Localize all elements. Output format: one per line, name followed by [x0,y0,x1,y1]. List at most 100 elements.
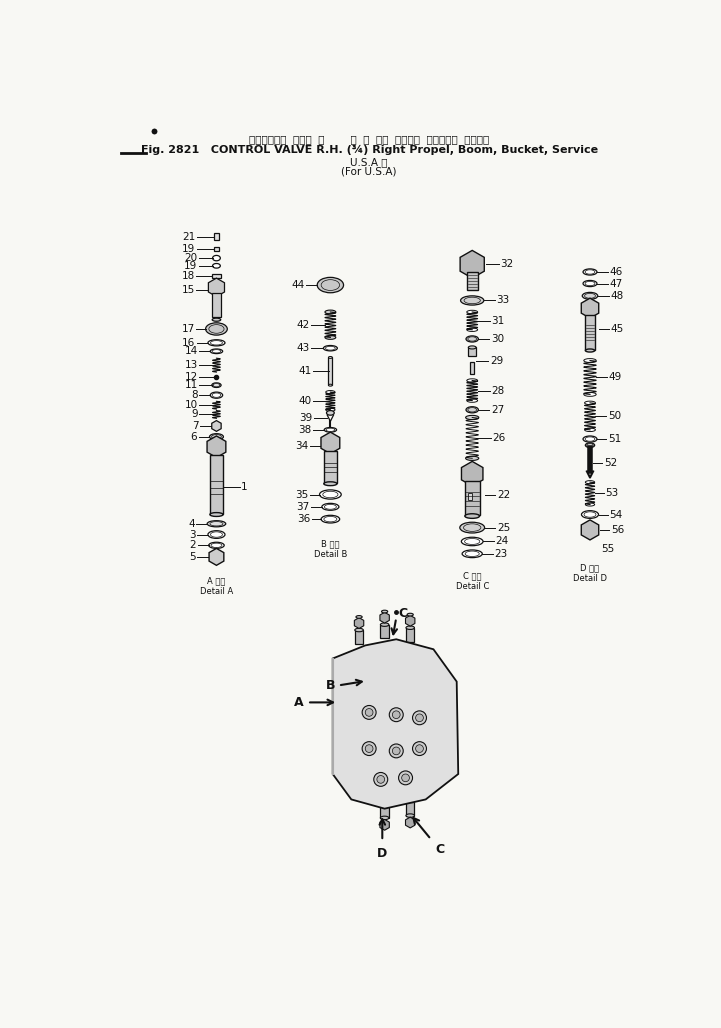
Ellipse shape [356,616,362,618]
Text: 39: 39 [299,413,312,424]
Text: 11: 11 [185,380,198,391]
Ellipse shape [324,516,337,522]
Text: 2: 2 [190,541,196,550]
Bar [406,802,415,815]
Text: 37: 37 [296,502,309,512]
Text: 16: 16 [182,338,195,347]
Ellipse shape [585,282,595,286]
Text: 12: 12 [185,372,198,382]
Text: C: C [399,608,407,620]
Text: 10: 10 [185,400,198,410]
Text: 3: 3 [189,529,195,540]
Text: 44: 44 [291,280,305,290]
Ellipse shape [210,513,223,516]
Ellipse shape [211,392,223,398]
Ellipse shape [464,539,479,545]
Ellipse shape [213,255,221,261]
Circle shape [362,705,376,720]
Text: 7: 7 [192,421,198,431]
Text: 27: 27 [491,405,504,415]
Ellipse shape [585,348,595,352]
Ellipse shape [207,520,226,526]
Text: 45: 45 [610,325,624,334]
Text: 51: 51 [608,434,621,444]
Ellipse shape [466,407,479,413]
Polygon shape [405,817,415,828]
Ellipse shape [212,382,221,388]
Text: 33: 33 [496,295,510,305]
Ellipse shape [324,482,337,485]
Text: 32: 32 [500,259,513,269]
Circle shape [392,747,400,755]
Text: 49: 49 [609,372,622,382]
Text: 43: 43 [296,343,309,354]
Text: 26: 26 [492,433,505,443]
Bar [469,346,476,356]
Text: 48: 48 [610,291,624,301]
Circle shape [362,741,376,756]
Text: D 詳細
Detail D: D 詳細 Detail D [573,563,607,583]
Ellipse shape [469,345,476,348]
Text: 22: 22 [497,490,510,500]
Ellipse shape [322,504,339,510]
Text: 38: 38 [298,425,311,435]
Circle shape [366,744,373,752]
Ellipse shape [581,511,598,518]
Ellipse shape [465,514,479,518]
Polygon shape [208,279,224,297]
Ellipse shape [585,401,596,405]
Text: 42: 42 [296,320,309,330]
Text: 18: 18 [182,270,195,281]
Text: 36: 36 [297,514,310,524]
Ellipse shape [321,280,340,291]
Ellipse shape [212,350,221,353]
Text: 56: 56 [611,525,624,535]
Polygon shape [332,639,459,809]
Ellipse shape [205,323,227,335]
Ellipse shape [210,434,224,440]
Ellipse shape [211,435,221,439]
Ellipse shape [585,481,595,484]
Ellipse shape [355,628,363,632]
Circle shape [399,771,412,784]
Ellipse shape [585,269,595,274]
Text: 24: 24 [495,537,509,547]
Ellipse shape [325,335,336,339]
Ellipse shape [468,337,477,341]
Bar [465,481,479,515]
Circle shape [389,708,403,722]
Ellipse shape [213,383,220,387]
Polygon shape [321,432,340,453]
Text: 30: 30 [491,334,504,344]
Text: (For U.S.A): (For U.S.A) [341,167,397,177]
Text: 1: 1 [242,482,248,491]
Ellipse shape [213,263,221,268]
Bar [212,273,221,278]
Text: 31: 31 [492,316,505,326]
Ellipse shape [324,505,336,509]
Ellipse shape [466,336,479,342]
Polygon shape [460,251,485,279]
Bar [324,451,337,483]
Text: 55: 55 [601,544,614,554]
Ellipse shape [406,814,415,817]
Text: 47: 47 [609,279,623,289]
Ellipse shape [461,296,484,305]
Ellipse shape [326,408,335,411]
Bar [381,625,389,638]
Bar [585,316,595,350]
Text: A: A [293,696,304,709]
Ellipse shape [208,530,225,539]
Ellipse shape [210,521,223,526]
Ellipse shape [462,550,482,557]
Text: 5: 5 [189,552,195,562]
Bar [214,233,218,240]
Text: U.S.A 向: U.S.A 向 [350,157,388,168]
Ellipse shape [381,623,389,626]
Ellipse shape [461,538,483,546]
Ellipse shape [208,339,225,345]
Ellipse shape [464,524,481,531]
Text: 29: 29 [490,356,503,366]
Text: コントロール  バルブ  右        右  走  行，  ブーム，  バケット，  サービス: コントロール バルブ 右 右 走 行， ブーム， バケット， サービス [249,134,490,144]
Bar [406,628,415,641]
